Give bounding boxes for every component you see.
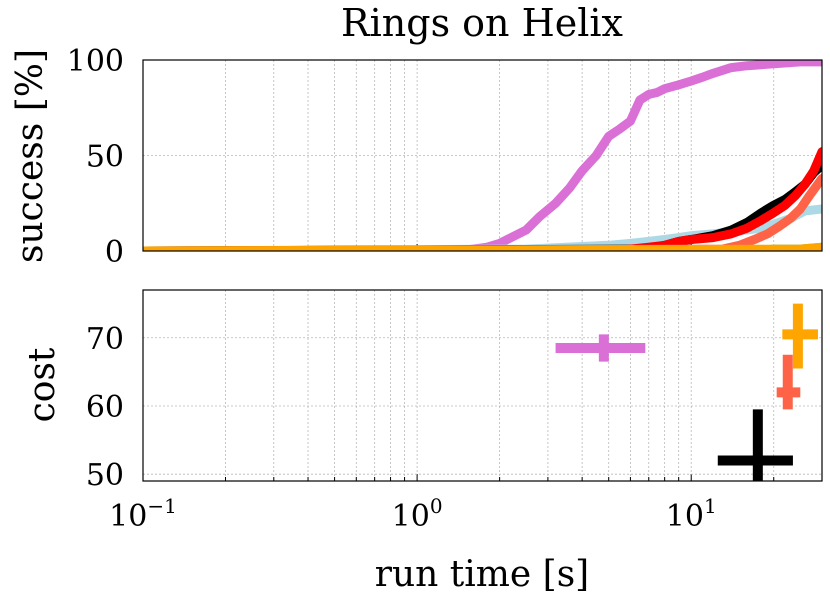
success-series-line-6 bbox=[143, 242, 822, 251]
cost-y-tick-label: 50 bbox=[86, 458, 124, 493]
cost-x-tick-label: 100 bbox=[392, 494, 443, 534]
cost-y-axis-label: cost bbox=[22, 347, 63, 422]
success-y-tick-label: 0 bbox=[105, 235, 124, 270]
cost-x-tick-label: 10−1 bbox=[109, 494, 177, 534]
cost-panel: 50 60 70 10−1 100 101 cost run time [s] bbox=[22, 289, 823, 595]
success-y-tick-label: 100 bbox=[67, 44, 124, 79]
success-series-group bbox=[143, 60, 822, 251]
success-y-tick-label: 50 bbox=[86, 140, 124, 175]
cost-y-ticks: 50 60 70 bbox=[86, 322, 124, 493]
success-y-axis-label: success [%] bbox=[10, 49, 51, 263]
cost-y-tick-label: 60 bbox=[86, 390, 124, 425]
cost-grid bbox=[142, 290, 823, 481]
chart-title: Rings on Helix bbox=[341, 1, 623, 45]
success-series-line-3 bbox=[143, 147, 822, 251]
success-axes-frame bbox=[142, 59, 823, 252]
cost-axes-frame bbox=[142, 289, 823, 482]
cost-x-ticks: 10−1 100 101 bbox=[109, 494, 717, 534]
success-y-ticks: 0 50 100 bbox=[67, 44, 124, 270]
success-series-line-0 bbox=[143, 60, 822, 251]
cost-x-tick-label: 101 bbox=[666, 494, 717, 534]
cost-y-tick-label: 70 bbox=[86, 322, 124, 357]
success-grid bbox=[142, 59, 823, 252]
success-panel: 0 50 100 success [%] bbox=[10, 44, 823, 270]
x-axis-label: run time [s] bbox=[375, 554, 589, 595]
cost-points-group bbox=[555, 303, 818, 481]
